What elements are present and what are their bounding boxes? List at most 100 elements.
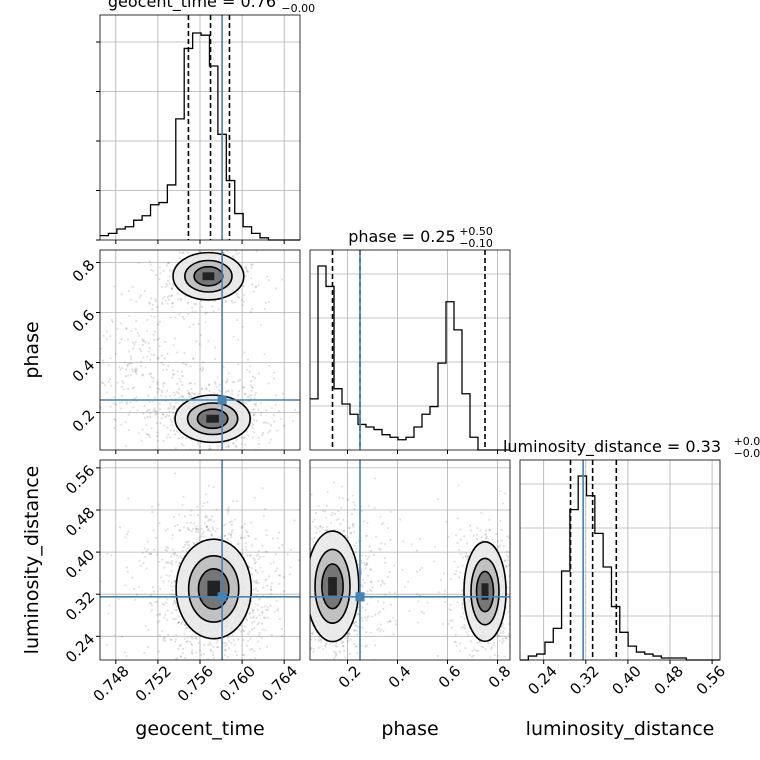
- sample-point: [237, 542, 240, 545]
- sample-point: [258, 613, 261, 617]
- sample-point: [169, 638, 172, 641]
- sample-point: [333, 675, 335, 677]
- sample-point: [339, 522, 342, 526]
- sample-point: [389, 620, 392, 623]
- sample-point: [365, 631, 368, 634]
- sample-point: [503, 655, 506, 658]
- sample-point: [304, 559, 306, 561]
- sample-point: [152, 269, 155, 273]
- sample-point: [155, 412, 158, 416]
- sample-point: [364, 554, 368, 558]
- sample-point: [300, 562, 302, 564]
- sample-point: [170, 559, 174, 562]
- sample-point: [255, 419, 258, 423]
- sample-point: [301, 525, 303, 527]
- sample-point: [177, 647, 180, 651]
- sample-point: [203, 501, 206, 505]
- sample-point: [240, 298, 243, 302]
- sample-point: [71, 500, 73, 502]
- sample-point: [441, 622, 444, 626]
- sample-point: [150, 601, 153, 604]
- sample-point: [401, 568, 404, 572]
- sample-point: [346, 498, 350, 501]
- sample-point: [171, 302, 174, 305]
- sample-point: [275, 567, 279, 570]
- sample-point: [344, 656, 347, 659]
- sample-point: [127, 530, 130, 533]
- sample-point: [307, 556, 309, 558]
- sample-point: [496, 654, 499, 657]
- sample-point: [44, 378, 46, 380]
- sample-point: [305, 565, 307, 567]
- sample-point: [124, 584, 127, 587]
- sample-point: [245, 368, 249, 372]
- sample-point: [120, 400, 124, 404]
- sample-point: [325, 528, 329, 532]
- sample-point: [244, 267, 248, 270]
- sample-point: [326, 663, 328, 665]
- sample-point: [460, 589, 464, 592]
- sample-point: [261, 570, 264, 573]
- sample-point: [310, 638, 313, 641]
- sample-point: [161, 297, 165, 300]
- sample-point: [112, 396, 115, 399]
- sample-point: [146, 318, 149, 322]
- sample-point: [501, 630, 504, 633]
- sample-point: [231, 255, 234, 258]
- sample-point: [249, 637, 252, 640]
- sample-point: [160, 576, 163, 579]
- sample-point: [233, 257, 236, 260]
- sample-point: [109, 334, 112, 338]
- sample-point: [44, 319, 46, 321]
- sample-point: [101, 359, 104, 362]
- sample-point: [253, 656, 257, 660]
- sample-point: [260, 606, 264, 609]
- sample-point: [244, 275, 247, 278]
- contour-line: [196, 408, 229, 430]
- sample-point: [156, 431, 159, 434]
- sample-point: [208, 389, 211, 393]
- truth-marker: [217, 395, 227, 405]
- sample-point: [158, 402, 161, 405]
- sample-point: [242, 284, 245, 288]
- sample-point: [314, 511, 318, 515]
- sample-point: [344, 637, 347, 640]
- sample-point: [168, 407, 171, 410]
- sample-point: [166, 302, 169, 305]
- sample-point: [341, 496, 344, 500]
- sample-point: [266, 275, 269, 278]
- sample-point: [253, 403, 256, 406]
- sample-point: [234, 250, 238, 253]
- sample-point: [173, 405, 176, 408]
- sample-point: [152, 380, 155, 383]
- sample-point: [367, 615, 370, 618]
- sample-point: [189, 514, 192, 517]
- sample-point: [243, 625, 247, 628]
- sample-point: [194, 392, 197, 395]
- sample-point: [247, 639, 250, 642]
- sample-point: [162, 636, 166, 639]
- sample-point: [197, 531, 200, 534]
- sample-point: [200, 527, 203, 530]
- sample-point: [217, 388, 221, 391]
- sample-point: [74, 591, 76, 593]
- sample-point: [229, 452, 231, 454]
- sample-point: [154, 298, 157, 301]
- sample-point: [167, 365, 170, 368]
- sample-point: [512, 540, 514, 542]
- sample-point: [204, 493, 207, 496]
- sample-point: [367, 555, 371, 558]
- sample-point: [252, 414, 255, 417]
- sample-point: [305, 665, 307, 667]
- sample-point: [231, 500, 235, 503]
- sample-point: [192, 527, 195, 530]
- sample-point: [259, 413, 263, 417]
- sample-point: [165, 414, 168, 417]
- sample-point: [341, 640, 345, 644]
- sample-point: [194, 636, 197, 640]
- sample-point: [167, 433, 170, 436]
- sample-point: [499, 694, 501, 696]
- sample-point: [324, 685, 326, 687]
- sample-point: [183, 632, 186, 636]
- density-peak-cell: [202, 272, 215, 281]
